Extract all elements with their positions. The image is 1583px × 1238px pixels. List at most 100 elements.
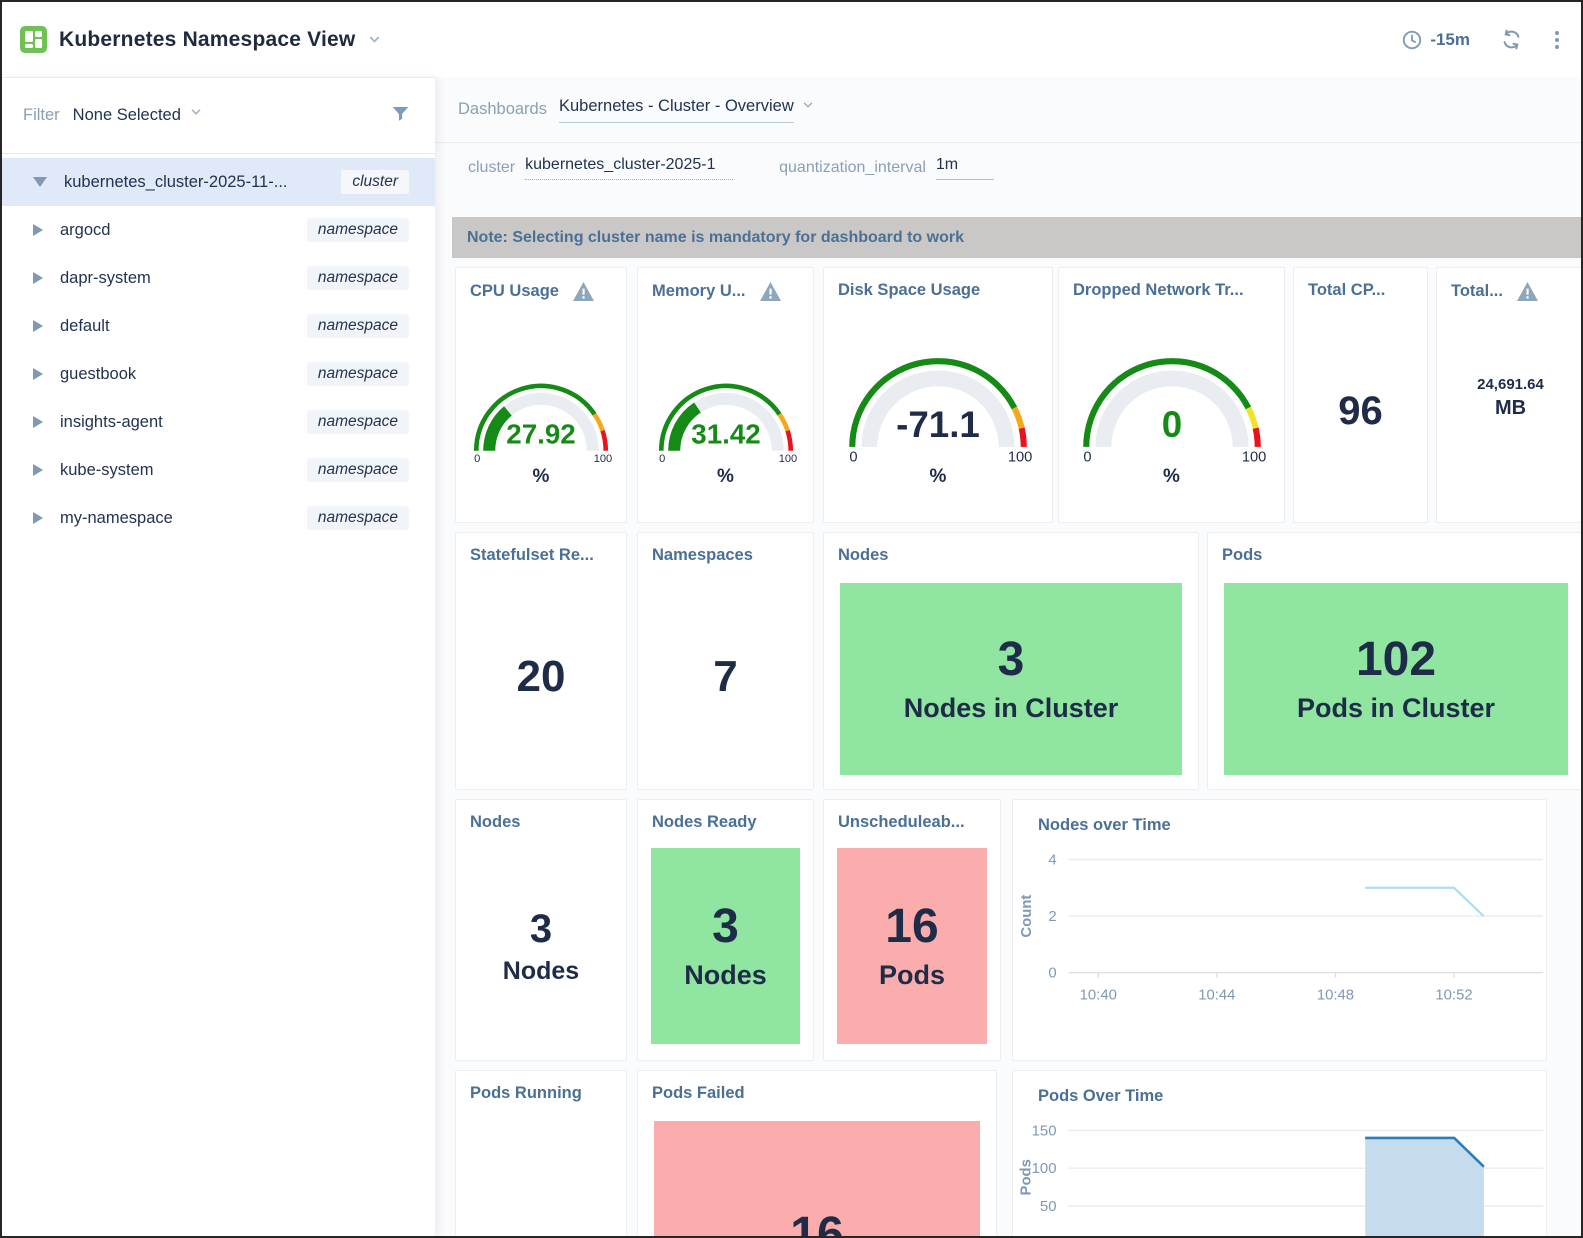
svg-text:27.92: 27.92 [506,419,575,450]
card-title: CPU Usage [470,282,559,300]
svg-text:10:44: 10:44 [1198,987,1235,1003]
dashboard-chevron-down-icon[interactable] [801,98,815,112]
expand-triangle-icon[interactable] [33,512,43,524]
memory-usage-gauge: 31.42 0 100 [658,384,797,464]
time-range-value[interactable]: -15m [1430,29,1470,49]
nodes-ready-highlight: 3 Nodes [651,848,800,1044]
card-nodes: Nodes 3 Nodes [455,799,627,1061]
svg-text:0: 0 [474,453,480,464]
entity-type-badge: namespace [306,410,409,434]
svg-text:50: 50 [1040,1199,1057,1215]
filter-bar: Filter None Selected [2,78,435,154]
title-chevron-down-icon[interactable] [367,32,382,47]
pods-running-value: 72 [519,1235,564,1236]
pods-in-cluster-value: 102 [1355,633,1437,687]
total-memory-value: 24,691.64 [1477,376,1544,393]
total-memory-unit: MB [1494,397,1527,419]
svg-text:100: 100 [594,453,612,464]
tree-item-cluster[interactable]: kubernetes_cluster-2025-11-... cluster [2,158,435,206]
tree-item-label: kube-system [60,460,154,479]
expand-triangle-icon[interactable] [33,320,43,332]
tree-item-label: argocd [60,220,111,239]
page-title: Kubernetes Namespace View [59,27,356,51]
time-range-clock-icon[interactable] [1401,29,1423,51]
card-nodes-over-time: Nodes over Time 0 2 4 10:40 10:44 10:48 10:52 C… [1012,799,1547,1061]
svg-text:0: 0 [849,450,857,464]
nodes-in-cluster-value: 3 [997,633,1025,687]
card-title: Nodes [838,546,889,564]
filter-value-dropdown[interactable]: None Selected [72,106,181,124]
card-title: Statefulset Re... [470,546,594,564]
tree-item-namespace-argocd[interactable]: argocd namespace [2,206,435,254]
expand-triangle-icon[interactable] [33,368,43,380]
gauge-unit: % [1163,466,1180,487]
collapse-triangle-icon[interactable] [33,177,47,187]
card-memory-usage: Memory U... 31.42 0 100 % [637,267,814,523]
pods-failed-value: 16 [790,1208,844,1236]
nodes-over-time-chart: 0 2 4 10:40 10:44 10:48 10:52 Count [1019,853,1543,1003]
dashboard-selector-bar: Dashboards Kubernetes - Cluster - Overvi… [435,77,1581,143]
nodes-in-cluster-highlight: 3 Nodes in Cluster [840,583,1182,775]
sidebar: Filter None Selected kubernetes_cluster-… [2,77,435,1236]
tree-item-label: my-namespace [60,508,173,527]
card-nodes-ready: Nodes Ready 3 Nodes [637,799,814,1061]
warning-icon [572,281,594,302]
tree-item-namespace-kube-system[interactable]: kube-system namespace [2,446,435,494]
expand-triangle-icon[interactable] [33,224,43,236]
dropped-network-gauge: 0 0 100 [1082,358,1266,464]
svg-text:-71.1: -71.1 [896,404,980,445]
unschedulable-value: 16 [885,900,939,954]
expand-triangle-icon[interactable] [33,416,43,428]
card-title: Nodes [470,813,521,831]
nodes-ready-label: Nodes [684,959,767,990]
tree-item-namespace-guestbook[interactable]: guestbook namespace [2,350,435,398]
dashboard-app-icon [20,26,47,53]
param-cluster-value[interactable]: kubernetes_cluster-2025-1 [525,156,734,180]
entity-type-badge: namespace [306,218,409,242]
card-disk-space-usage: Disk Space Usage -71.1 0 100 % [823,267,1053,523]
svg-text:10:52: 10:52 [1435,987,1472,1003]
gauge-unit: % [929,466,947,487]
tree-item-namespace-my-namespace[interactable]: my-namespace namespace [2,494,435,542]
unschedulable-highlight: 16 Pods [837,848,987,1044]
filter-funnel-icon[interactable] [390,103,411,129]
tree-item-namespace-dapr-system[interactable]: dapr-system namespace [2,254,435,302]
svg-text:0: 0 [659,453,665,464]
dashboard-select[interactable]: Kubernetes - Cluster - Overview [558,97,794,123]
filter-chevron-down-icon[interactable] [189,105,203,119]
param-quantization-value[interactable]: 1m [935,156,994,180]
card-pods-running: Pods Running 72 [455,1070,627,1236]
card-dropped-network: Dropped Network Tr... 0 0 100 % [1058,267,1285,523]
pods-in-cluster-label: Pods in Cluster [1296,692,1496,723]
card-title: Dropped Network Tr... [1073,281,1244,299]
refresh-icon[interactable] [1500,28,1523,51]
svg-text:0: 0 [1083,450,1091,464]
svg-text:2: 2 [1048,909,1056,925]
tree-item-namespace-insights-agent[interactable]: insights-agent namespace [2,398,435,446]
more-menu-icon[interactable] [1555,30,1559,49]
entity-type-badge: namespace [306,314,409,338]
expand-triangle-icon[interactable] [33,272,43,284]
unschedulable-label: Pods [878,959,945,990]
filter-label: Filter [23,106,60,124]
nodes-ready-value: 3 [712,900,739,954]
svg-text:0: 0 [1161,404,1181,445]
svg-text:4: 4 [1048,853,1056,869]
expand-triangle-icon[interactable] [33,464,43,476]
tree-item-namespace-default[interactable]: default namespace [2,302,435,350]
card-cpu-usage: CPU Usage 27.92 0 100 % [455,267,627,523]
svg-text:10:40: 10:40 [1080,987,1117,1003]
svg-text:31.42: 31.42 [691,419,760,450]
card-title: Pods Over Time [1038,1087,1164,1105]
card-pods-in-cluster: Pods 102 Pods in Cluster [1207,532,1581,790]
entity-type-badge: namespace [306,266,409,290]
svg-text:0: 0 [1048,966,1056,982]
svg-text:10:48: 10:48 [1317,987,1354,1003]
note-banner: Note: Selecting cluster name is mandator… [452,217,1581,258]
statefulset-value: 20 [516,651,566,701]
card-title: Nodes over Time [1038,816,1171,834]
pods-failed-highlight: 16 [654,1121,980,1236]
nodes-value: 3 [529,906,553,951]
entity-type-badge: cluster [341,170,409,194]
